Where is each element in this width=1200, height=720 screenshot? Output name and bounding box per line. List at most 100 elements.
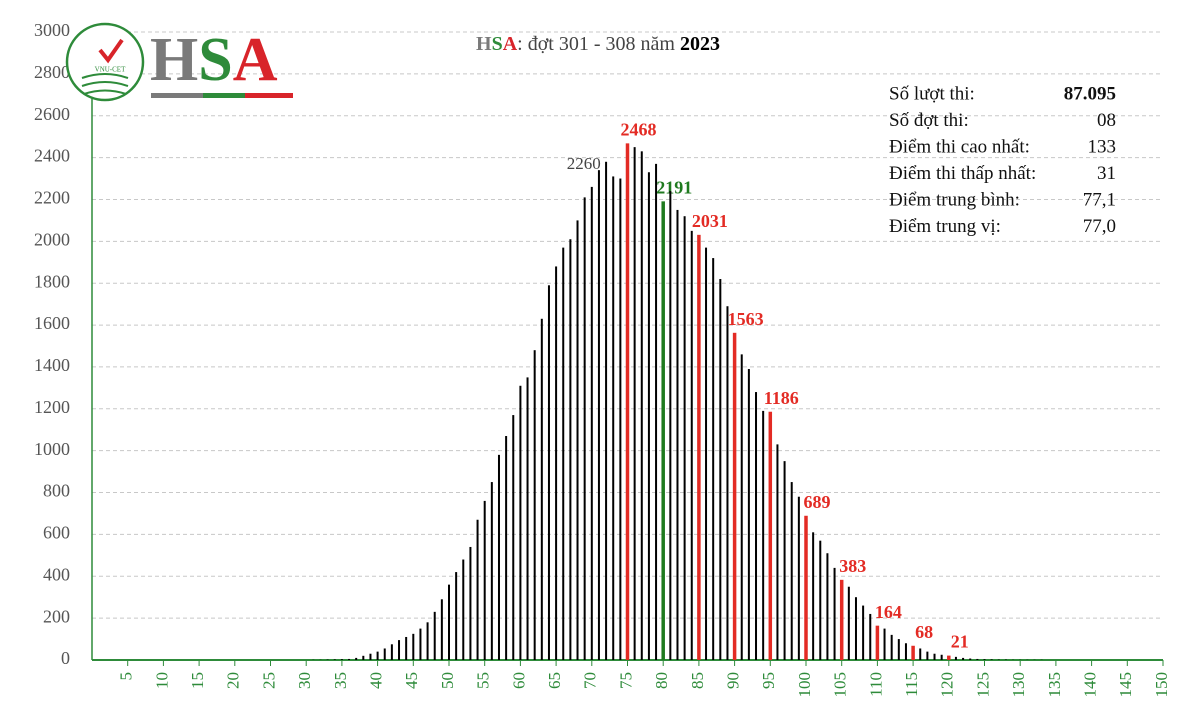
bar xyxy=(576,220,579,660)
logo-check xyxy=(98,38,124,64)
bar xyxy=(355,657,358,660)
bar xyxy=(712,258,715,660)
bar xyxy=(697,234,701,660)
data-label: 2260 xyxy=(567,154,601,173)
bar xyxy=(768,411,773,660)
bar xyxy=(783,461,786,660)
title-part: 2023 xyxy=(680,33,720,55)
bar xyxy=(583,197,586,660)
bar xyxy=(405,636,408,660)
y-tick-label: 1200 xyxy=(34,397,70,417)
x-tick-label: 110 xyxy=(866,672,885,697)
bar xyxy=(976,658,979,660)
data-label: 2031 xyxy=(692,211,728,231)
bar xyxy=(969,658,972,660)
stat-value: 87.095 xyxy=(1064,83,1116,104)
bar xyxy=(433,611,436,660)
data-label: 383 xyxy=(839,556,866,576)
x-tick-label: 40 xyxy=(367,672,386,689)
bar xyxy=(847,586,850,660)
title-part: : đợt 301 - 308 năm xyxy=(517,33,680,55)
title-part: H xyxy=(476,33,492,55)
bar xyxy=(383,648,386,660)
bar xyxy=(962,657,965,660)
bar xyxy=(755,392,758,660)
bar xyxy=(890,634,893,660)
bar xyxy=(562,247,565,660)
x-tick-label: 140 xyxy=(1081,672,1100,698)
plot: 0 200 400 600 800 1000 1200 1400 1600 1800 2000 220… xyxy=(34,20,1171,697)
stat-label: Điểm thi cao nhất: xyxy=(889,136,1030,157)
bar xyxy=(669,191,672,661)
bar xyxy=(926,651,929,660)
bar xyxy=(762,410,765,660)
bar xyxy=(390,644,393,660)
logo-letter: A xyxy=(233,26,278,94)
bar xyxy=(683,216,686,661)
bar xyxy=(362,655,365,660)
y-tick-label: 2400 xyxy=(34,146,70,166)
stat-value: 08 xyxy=(1097,110,1116,131)
y-tick-label: 2200 xyxy=(34,188,70,208)
data-label: 21 xyxy=(951,632,969,652)
data-label: 689 xyxy=(804,492,831,512)
bar xyxy=(933,653,936,660)
x-tick-label: 10 xyxy=(152,672,171,689)
stat-value: 77,1 xyxy=(1083,189,1116,210)
bar xyxy=(911,645,915,660)
bar xyxy=(983,659,986,660)
bar xyxy=(625,143,630,660)
x-tick-label: 5 xyxy=(117,672,136,681)
bar xyxy=(412,633,415,660)
bar xyxy=(526,377,529,660)
bar xyxy=(512,415,515,660)
title-part: S xyxy=(492,33,503,55)
bar xyxy=(862,605,865,660)
logo-bar xyxy=(151,93,203,98)
stat-value: 133 xyxy=(1088,136,1117,157)
y-tick-label: 3000 xyxy=(34,20,70,40)
bar xyxy=(661,201,665,661)
bar xyxy=(597,170,600,660)
logo-emblem-text: VNU-CET xyxy=(95,66,126,74)
stat-label: Điểm thi thấp nhất: xyxy=(889,163,1036,184)
y-tick-label: 1800 xyxy=(34,271,70,291)
bar xyxy=(348,658,351,660)
bar xyxy=(569,239,572,661)
bar xyxy=(469,546,472,660)
logo: VNU-CET HSA xyxy=(65,22,293,102)
x-tick-label: 95 xyxy=(759,672,778,689)
bar xyxy=(640,151,643,660)
logo-text: HSA xyxy=(150,26,278,94)
bar xyxy=(605,161,608,660)
bar xyxy=(333,659,336,660)
x-tick-label: 45 xyxy=(402,672,421,689)
y-tick-label: 0 xyxy=(61,648,70,668)
bar xyxy=(376,651,379,660)
bar xyxy=(540,318,543,660)
bar xyxy=(719,279,722,660)
bar xyxy=(947,655,951,660)
stats-box: Số lượt thi: 87.095 Số đợt thi: 08 Điểm thi … xyxy=(889,83,1116,237)
bar xyxy=(462,559,465,660)
y-tick-label: 1400 xyxy=(34,355,70,375)
x-tick-label: 70 xyxy=(581,672,600,689)
bar xyxy=(790,482,793,660)
chart-title: HSA: đợt 301 - 308 năm 2023 xyxy=(476,33,720,55)
bar xyxy=(819,540,822,660)
stat-label: Số lượt thi: xyxy=(889,83,975,104)
bar xyxy=(854,597,857,660)
x-tick-label: 60 xyxy=(509,672,528,689)
y-tick-label: 400 xyxy=(43,564,70,584)
x-tick-label: 150 xyxy=(1152,672,1171,698)
bar xyxy=(812,532,815,660)
bar xyxy=(483,500,486,660)
bar xyxy=(440,599,443,660)
bar xyxy=(497,454,500,660)
stat-label: Điểm trung bình: xyxy=(889,189,1020,210)
data-label: 164 xyxy=(875,602,902,622)
bar xyxy=(455,572,458,660)
stat-label: Điểm trung vị: xyxy=(889,216,1001,237)
x-tick-label: 115 xyxy=(902,672,921,697)
